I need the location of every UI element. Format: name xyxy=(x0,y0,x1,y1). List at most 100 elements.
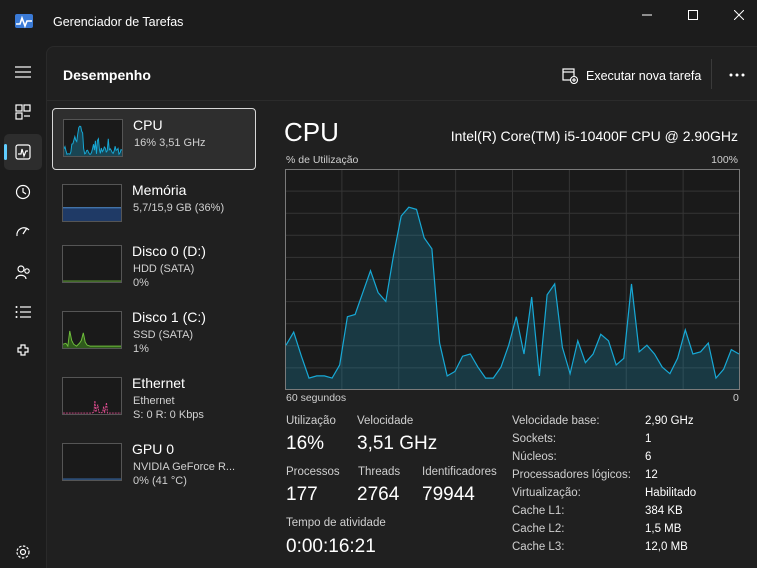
page-header: Desempenho Executar nova tarefa xyxy=(47,47,757,101)
uptime-label: Tempo de atividade xyxy=(286,517,386,529)
utilization-label: Utilização xyxy=(286,415,336,427)
header-divider xyxy=(711,59,712,89)
resource-item-ethernet[interactable]: Ethernet Ethernet S: 0 R: 0 Kbps xyxy=(52,367,256,429)
run-task-icon xyxy=(562,68,578,84)
resource-throughput: S: 0 R: 0 Kbps xyxy=(133,409,204,421)
settings-icon xyxy=(16,545,30,559)
nav-services[interactable] xyxy=(4,334,42,370)
info-value: 1,5 MB xyxy=(645,523,682,535)
info-key: Processadores lógicos: xyxy=(512,469,631,481)
resource-item-disk-0[interactable]: Disco 0 (D:) HDD (SATA) 0% xyxy=(52,235,256,297)
info-value: 384 KB xyxy=(645,505,683,517)
chart-series-line xyxy=(285,206,740,380)
handles-label: Identificadores xyxy=(422,466,497,478)
close-button[interactable] xyxy=(716,0,757,30)
page-title: Desempenho xyxy=(63,67,151,83)
users-icon xyxy=(15,265,30,280)
chart-x-left-label: 60 segundos xyxy=(286,392,347,404)
resource-model: NVIDIA GeForce R... xyxy=(133,461,236,473)
resource-name: Ethernet xyxy=(132,375,185,391)
app-history-icon xyxy=(15,184,31,200)
resource-type: SSD (SATA) xyxy=(133,329,194,341)
chart-x-right-label: 0 xyxy=(733,392,739,404)
run-new-task-button[interactable]: Executar nova tarefa xyxy=(562,65,701,87)
nav-users[interactable] xyxy=(4,254,42,290)
speed-value: 3,51 GHz xyxy=(357,433,438,454)
cpu-thumbnail-graph xyxy=(63,119,123,157)
chart-y-max-label: 100% xyxy=(711,154,738,166)
resource-name: Disco 1 (C:) xyxy=(132,309,206,325)
resource-item-memory[interactable]: Memória 5,7/15,9 GB (36%) xyxy=(52,174,256,236)
info-value: 12 xyxy=(645,469,658,481)
info-value: 12,0 MB xyxy=(645,541,688,553)
resource-usage: 0% xyxy=(133,277,149,289)
disk-0-thumbnail-graph xyxy=(62,245,122,283)
info-key: Cache L3: xyxy=(512,541,565,553)
resource-item-gpu[interactable]: GPU 0 NVIDIA GeForce R... 0% (41 °C) xyxy=(52,433,256,495)
info-key: Velocidade base: xyxy=(512,415,600,427)
threads-value: 2764 xyxy=(357,484,400,505)
threads-label: Threads xyxy=(358,466,401,478)
navigation-sidebar xyxy=(0,46,46,568)
cpu-detail-title: CPU xyxy=(284,117,339,147)
services-icon xyxy=(17,344,29,356)
processes-value: 177 xyxy=(286,484,318,505)
maximize-button[interactable] xyxy=(670,0,716,30)
details-icon xyxy=(15,306,31,318)
info-value: 1 xyxy=(645,433,652,445)
info-key: Núcleos: xyxy=(512,451,557,463)
cpu-utilization-chart xyxy=(285,169,740,390)
window-title: Gerenciador de Tarefas xyxy=(53,15,184,29)
ethernet-thumbnail-graph xyxy=(62,377,122,415)
info-value: 2,90 GHz xyxy=(645,415,694,427)
speed-label: Velocidade xyxy=(357,415,414,427)
info-key: Virtualização: xyxy=(512,487,581,499)
resource-item-cpu[interactable]: CPU 16% 3,51 GHz xyxy=(52,108,256,170)
nav-settings[interactable] xyxy=(4,534,42,568)
minimize-icon xyxy=(642,14,652,16)
thumbnail-series-line xyxy=(64,125,122,156)
more-options-icon xyxy=(729,73,745,77)
cpu-model-name: Intel(R) Core(TM) i5-10400F CPU @ 2.90GH… xyxy=(450,128,738,144)
handles-value: 79944 xyxy=(422,484,475,505)
resource-usage: 0% (41 °C) xyxy=(133,475,187,487)
info-key: Cache L2: xyxy=(512,523,565,535)
processes-label: Processos xyxy=(286,466,340,478)
hamburger-menu-icon xyxy=(15,66,31,78)
resource-usage: 1% xyxy=(133,343,149,355)
resource-adapter: Ethernet xyxy=(133,395,175,407)
run-new-task-label: Executar nova tarefa xyxy=(586,69,702,83)
chart-y-label: % de Utilização xyxy=(286,154,359,166)
performance-icon xyxy=(15,144,31,160)
resource-detail: 16% 3,51 GHz xyxy=(134,137,206,149)
processes-icon xyxy=(15,104,31,120)
content-area: Desempenho Executar nova tarefa CPU 16% … xyxy=(46,46,757,568)
resource-type: HDD (SATA) xyxy=(133,263,195,275)
hamburger-menu-button[interactable] xyxy=(4,54,42,90)
utilization-value: 16% xyxy=(286,433,325,454)
nav-startup-apps[interactable] xyxy=(4,214,42,250)
gpu-thumbnail-graph xyxy=(62,443,122,481)
title-bar: Gerenciador de Tarefas xyxy=(0,0,757,46)
minimize-button[interactable] xyxy=(624,0,670,30)
more-options-button[interactable] xyxy=(723,64,751,86)
info-value: 6 xyxy=(645,451,652,463)
nav-processes[interactable] xyxy=(4,94,42,130)
disk-1-thumbnail-graph xyxy=(62,311,122,349)
thumbnail-area-fill xyxy=(64,126,122,156)
resource-item-disk-1[interactable]: Disco 1 (C:) SSD (SATA) 1% xyxy=(52,301,256,363)
resource-name: Disco 0 (D:) xyxy=(132,243,206,259)
memory-thumbnail-graph xyxy=(62,184,122,222)
nav-performance[interactable] xyxy=(4,134,42,170)
resource-name: CPU xyxy=(133,117,163,133)
info-key: Cache L1: xyxy=(512,505,565,517)
resource-name: GPU 0 xyxy=(132,441,175,457)
info-value: Habilitado xyxy=(645,487,697,499)
task-manager-app-icon xyxy=(15,14,33,29)
nav-app-history[interactable] xyxy=(4,174,42,210)
resource-name: Memória xyxy=(132,182,187,198)
close-icon xyxy=(734,10,744,20)
uptime-value: 0:00:16:21 xyxy=(286,536,376,557)
nav-details[interactable] xyxy=(4,294,42,330)
maximize-icon xyxy=(688,10,698,20)
